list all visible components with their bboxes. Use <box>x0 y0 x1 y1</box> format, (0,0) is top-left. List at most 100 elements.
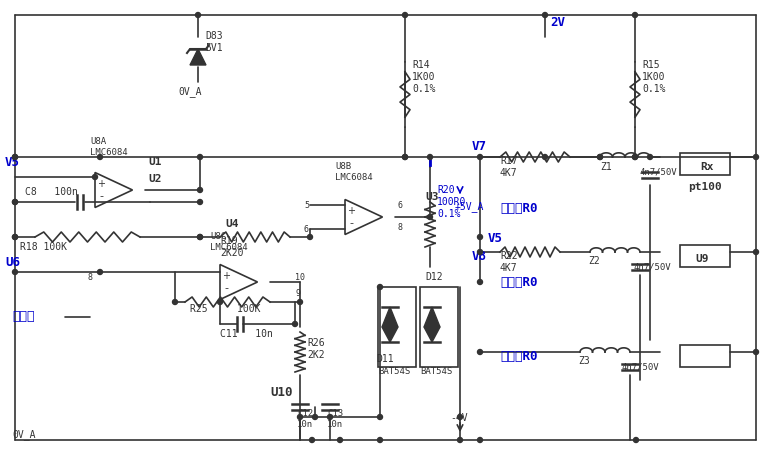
Circle shape <box>97 270 103 275</box>
Text: 線電阻R0: 線電阻R0 <box>500 276 537 288</box>
Circle shape <box>12 234 18 239</box>
Text: U3: U3 <box>425 192 439 202</box>
Circle shape <box>12 154 18 159</box>
Circle shape <box>427 154 433 159</box>
Text: Z1: Z1 <box>600 162 611 172</box>
Circle shape <box>753 154 759 159</box>
Text: 6: 6 <box>304 224 309 234</box>
Polygon shape <box>382 307 398 327</box>
Circle shape <box>378 414 382 420</box>
Circle shape <box>753 250 759 255</box>
Text: U8A
LMC6084: U8A LMC6084 <box>90 137 128 157</box>
Text: C8   100n: C8 100n <box>25 187 78 197</box>
Text: BAT54S: BAT54S <box>378 367 410 377</box>
Text: U1: U1 <box>148 157 161 167</box>
Circle shape <box>477 154 483 159</box>
Text: +: + <box>222 271 230 281</box>
Circle shape <box>477 350 483 355</box>
Text: U8B
LMC6084: U8B LMC6084 <box>335 162 372 182</box>
Circle shape <box>197 234 203 239</box>
Circle shape <box>309 437 315 442</box>
Circle shape <box>312 414 318 420</box>
Text: 8: 8 <box>88 272 93 282</box>
Text: 5: 5 <box>304 201 309 209</box>
Bar <box>378 287 416 367</box>
Text: R22
4K7: R22 4K7 <box>500 251 517 273</box>
Circle shape <box>328 414 332 420</box>
Circle shape <box>477 234 483 239</box>
Polygon shape <box>382 327 398 342</box>
Circle shape <box>457 414 463 420</box>
Text: Z3: Z3 <box>578 356 590 366</box>
Text: 10: 10 <box>295 272 305 282</box>
Bar <box>420 287 458 367</box>
Bar <box>680 245 730 267</box>
Text: +: + <box>347 206 355 216</box>
Circle shape <box>338 437 342 442</box>
Text: U6: U6 <box>5 255 20 269</box>
Circle shape <box>632 12 638 17</box>
Text: V8: V8 <box>472 250 487 264</box>
Circle shape <box>196 12 200 17</box>
Text: 4n7/50V: 4n7/50V <box>640 168 678 176</box>
Text: U2: U2 <box>148 174 161 184</box>
Circle shape <box>12 200 18 204</box>
Text: 6: 6 <box>398 201 403 209</box>
Text: V7: V7 <box>472 140 487 154</box>
Circle shape <box>598 154 602 159</box>
Text: C12
10n: C12 10n <box>297 409 313 429</box>
Text: 4n7/50V: 4n7/50V <box>633 262 671 271</box>
Text: R17
4K7: R17 4K7 <box>500 156 517 178</box>
Text: 圖十一: 圖十一 <box>12 310 35 324</box>
Circle shape <box>308 234 312 239</box>
Text: U9: U9 <box>695 254 709 264</box>
Text: Z2: Z2 <box>588 256 600 266</box>
Text: R25     100K: R25 100K <box>190 304 261 314</box>
Text: D11: D11 <box>376 354 394 364</box>
Text: BAT54S: BAT54S <box>420 367 453 377</box>
Text: D83
5V1: D83 5V1 <box>205 31 223 53</box>
Text: R15
1K00
0.1%: R15 1K00 0.1% <box>642 60 665 94</box>
Text: pt100: pt100 <box>688 182 722 192</box>
Circle shape <box>97 154 103 159</box>
Text: V5: V5 <box>488 233 503 245</box>
Text: -4V: -4V <box>450 413 468 423</box>
Circle shape <box>402 154 408 159</box>
Circle shape <box>378 285 382 289</box>
Circle shape <box>173 299 177 304</box>
Circle shape <box>12 200 18 204</box>
Text: +: + <box>97 179 105 189</box>
Circle shape <box>543 12 547 17</box>
Circle shape <box>634 437 638 442</box>
Text: -: - <box>349 218 353 228</box>
Text: 4n7/50V: 4n7/50V <box>622 362 660 372</box>
Text: +5V_A: +5V_A <box>455 202 484 213</box>
Circle shape <box>598 154 602 159</box>
Circle shape <box>292 322 298 326</box>
Circle shape <box>197 200 203 204</box>
Text: V5: V5 <box>5 155 20 169</box>
Circle shape <box>12 234 18 239</box>
Circle shape <box>648 154 652 159</box>
Text: 8: 8 <box>398 223 403 232</box>
Text: 0V_A: 0V_A <box>12 430 35 441</box>
Text: 2V: 2V <box>550 16 565 28</box>
Polygon shape <box>424 327 440 342</box>
Polygon shape <box>190 49 206 65</box>
Text: U8C
LMC6084: U8C LMC6084 <box>210 232 247 252</box>
Circle shape <box>632 154 638 159</box>
Text: U10: U10 <box>270 386 292 399</box>
Circle shape <box>197 187 203 192</box>
Circle shape <box>477 280 483 285</box>
Text: Rx: Rx <box>700 162 713 172</box>
Circle shape <box>378 437 382 442</box>
Text: R14
1K00
0.1%: R14 1K00 0.1% <box>412 60 436 94</box>
Text: U4: U4 <box>225 219 238 229</box>
Text: 9: 9 <box>295 289 300 298</box>
Circle shape <box>197 234 203 239</box>
Polygon shape <box>424 307 440 327</box>
Text: 0V_A: 0V_A <box>178 86 201 97</box>
Circle shape <box>753 350 759 355</box>
Circle shape <box>12 154 18 159</box>
Text: -: - <box>99 191 103 201</box>
